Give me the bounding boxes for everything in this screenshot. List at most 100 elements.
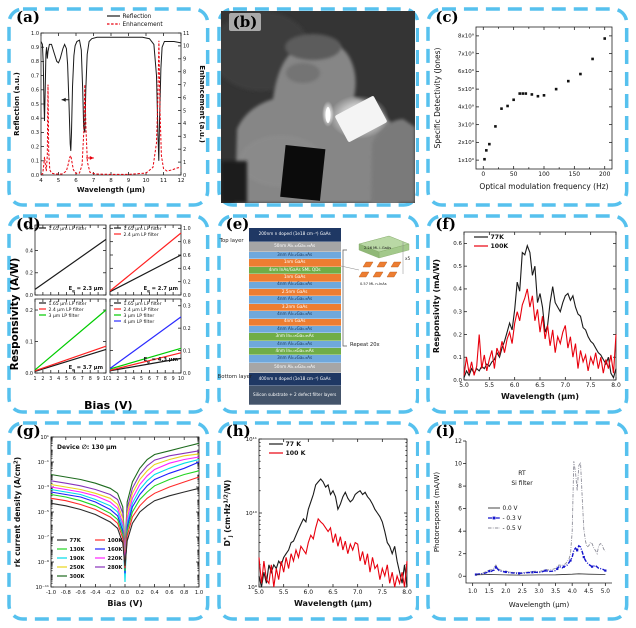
hot-object	[334, 96, 387, 142]
svg-text:2.0: 2.0	[502, 589, 512, 595]
svg-text:Enhancement (a.u.): Enhancement (a.u.)	[198, 65, 205, 143]
svg-text:2.4 μm LP filter: 2.4 μm LP filter	[124, 307, 159, 313]
svg-text:1x10⁹: 1x10⁹	[458, 157, 474, 164]
chart-photoresponse: 1.0 1.5 2.0 2.5 3.0 3.5 4.0 4.5 5.0 0 2 4 6 8 10 12 Wave…	[433, 439, 613, 609]
svg-text:8.0: 8.0	[612, 382, 622, 389]
svg-text:50: 50	[510, 171, 518, 178]
svg-text:5.0: 5.0	[254, 589, 264, 596]
svg-text:4: 4	[132, 376, 135, 382]
svg-text:4.5: 4.5	[584, 589, 594, 595]
svg-text:6.0: 6.0	[303, 589, 313, 596]
svg-text:8: 8	[183, 70, 186, 76]
svg-text:Enhancement: Enhancement	[123, 22, 164, 28]
svg-text:0.0: 0.0	[183, 371, 191, 377]
svg-text:77K: 77K	[70, 538, 82, 544]
svg-text:3: 3	[49, 376, 52, 382]
svg-text:10⁻³: 10⁻³	[38, 485, 49, 491]
svg-text:2.4 μm LP filter: 2.4 μm LP filter	[124, 232, 159, 238]
svg-text:0.9: 0.9	[31, 45, 39, 51]
layer-20: Silicon substrate + 2 defect filter laye…	[248, 385, 341, 405]
svg-text:4x10⁹: 4x10⁹	[458, 104, 474, 111]
plot-f: 5.0 5.5 6.0 6.5 7.0 7.5 8.0 0.0 0.1 0.2 0.3 0.4 0.5 0…	[432, 231, 622, 401]
svg-text:0.1: 0.1	[454, 355, 463, 361]
svg-text:3: 3	[183, 134, 186, 140]
svg-text:0.8: 0.8	[31, 59, 39, 65]
panel-label-f: (f)	[435, 215, 456, 233]
svg-text:77 K: 77 K	[285, 441, 301, 448]
svg-text:2: 2	[459, 551, 463, 557]
svg-text:77K: 77K	[491, 234, 505, 241]
panel-label-d: (d)	[16, 215, 41, 233]
svg-text:6: 6	[74, 178, 78, 184]
svg-text:0.6: 0.6	[454, 241, 463, 247]
svg-text:1.0: 1.0	[31, 31, 39, 37]
svg-text:10⁻⁹: 10⁻⁹	[38, 560, 49, 566]
layer-8: 2.5nm GaAs	[248, 289, 341, 297]
svg-text:1.5: 1.5	[485, 589, 495, 595]
svg-text:0.6: 0.6	[165, 590, 173, 596]
svg-text:9: 9	[183, 57, 186, 63]
svg-text:0.3: 0.3	[454, 309, 463, 315]
svg-text:6.0: 6.0	[510, 382, 520, 389]
svg-text:5.5: 5.5	[485, 382, 495, 389]
layer-14: 3nm In₀.₁₅Ga₀.₈₅As	[248, 333, 341, 341]
svg-text:0.0: 0.0	[31, 173, 39, 179]
svg-text:D*j (cm·Hz1/2/W): D*j (cm·Hz1/2/W)	[223, 480, 234, 547]
svg-text:220K: 220K	[108, 556, 124, 562]
svg-text:0.0 V: 0.0 V	[503, 506, 518, 512]
svg-text:0.1: 0.1	[183, 348, 191, 354]
thermal-image	[220, 11, 415, 203]
svg-text:7: 7	[92, 178, 96, 184]
svg-text:7.0: 7.0	[561, 382, 571, 389]
svg-text:3 μm LP filter: 3 μm LP filter	[124, 313, 155, 319]
svg-text:6.5: 6.5	[328, 589, 338, 596]
svg-text:11: 11	[183, 31, 189, 37]
svg-text:100 K: 100 K	[285, 450, 305, 457]
panel-border	[426, 421, 629, 621]
inset-qd-dots	[358, 261, 402, 278]
svg-text:10¹: 10¹	[40, 435, 49, 441]
chart-responsivity-bias-1: 0.0 0.2 0.4 0.6 1.65 μm LP filter Eg = 2.3 μm	[25, 224, 107, 297]
svg-text:12: 12	[455, 439, 463, 445]
cold-object	[279, 145, 326, 201]
svg-text:0.0: 0.0	[25, 293, 33, 297]
svg-text:0.2: 0.2	[183, 326, 191, 332]
d-subplot-grid: 0.0 0.2 0.4 0.6 1.65 μm LP filter Eg = 2.3 μm…	[18, 221, 198, 387]
svg-text:0.2: 0.2	[25, 308, 33, 314]
svg-text:1.65 μm LP filter: 1.65 μm LP filter	[49, 301, 87, 307]
repeat-label: Repeat 20x	[350, 342, 380, 348]
layer-10: 3.2nm GaAs	[248, 304, 341, 312]
panel-a: (a) 4 5 6 7 8 9 10 11 12 0.0 0.1 0.2 0.3 0.4 0.5 0.6 0.7…	[7, 7, 210, 207]
d-x-axis-title: Bias (V)	[84, 399, 133, 412]
face-shadow	[285, 63, 320, 83]
svg-text:0.0: 0.0	[183, 293, 191, 297]
chart-responsivity-bias-3: 1 2 3 4 5 6 7 8 9 100.00.10.21.65 μm LP filter2.4…	[25, 298, 108, 382]
svg-text:0.6: 0.6	[31, 88, 39, 94]
svg-text:0: 0	[459, 574, 463, 580]
svg-text:1.65 μm LP filter: 1.65 μm LP filter	[124, 226, 162, 232]
svg-text:9: 9	[97, 376, 100, 382]
layer-2: 50nm Al₀.₂₂Ga₀.₇₈As	[248, 242, 341, 252]
svg-text:0.5: 0.5	[31, 102, 39, 108]
svg-text:6: 6	[183, 95, 186, 101]
svg-text:8.0: 8.0	[402, 589, 412, 596]
top-layer-label: Top layer	[219, 238, 244, 244]
layer-19: 400nm n doped (1e18 cm⁻³) GaAs	[248, 372, 341, 386]
layer-7: 4nm Al₀.₂Ga₀.₈As	[248, 282, 341, 289]
svg-text:300K: 300K	[70, 574, 86, 580]
svg-text:5: 5	[183, 108, 186, 114]
svg-text:2: 2	[116, 376, 119, 382]
svg-text:8: 8	[89, 376, 92, 382]
svg-text:0.4: 0.4	[150, 590, 159, 596]
chart-dark-current: -1.0 -0.8 -0.6 -0.4 -0.2 0.0 0.2 0.4 0.6 0.8 1.0 10…	[13, 435, 203, 608]
layer-13: 4nm Al₀.₂Ga₀.₈As	[248, 326, 341, 334]
panel-label-g: (g)	[16, 422, 41, 440]
inset-gaas-label: 2.26 ML i-GaAs	[364, 246, 391, 250]
panel-f: (f) 5.0 5.5 6.0 6.5 7.0 7.5 8.0 0.0 0.1 0.2 0.3 0.4…	[426, 214, 629, 414]
svg-text:1.0: 1.0	[195, 590, 203, 596]
svg-text:6: 6	[459, 506, 463, 512]
svg-text:0.2: 0.2	[136, 590, 144, 596]
svg-text:-0.2: -0.2	[105, 590, 115, 596]
plot-h: 5.0 5.5 6.0 6.5 7.0 7.5 8.0 10⁹ 10¹⁰ 10¹¹ Waveleng…	[223, 436, 412, 608]
